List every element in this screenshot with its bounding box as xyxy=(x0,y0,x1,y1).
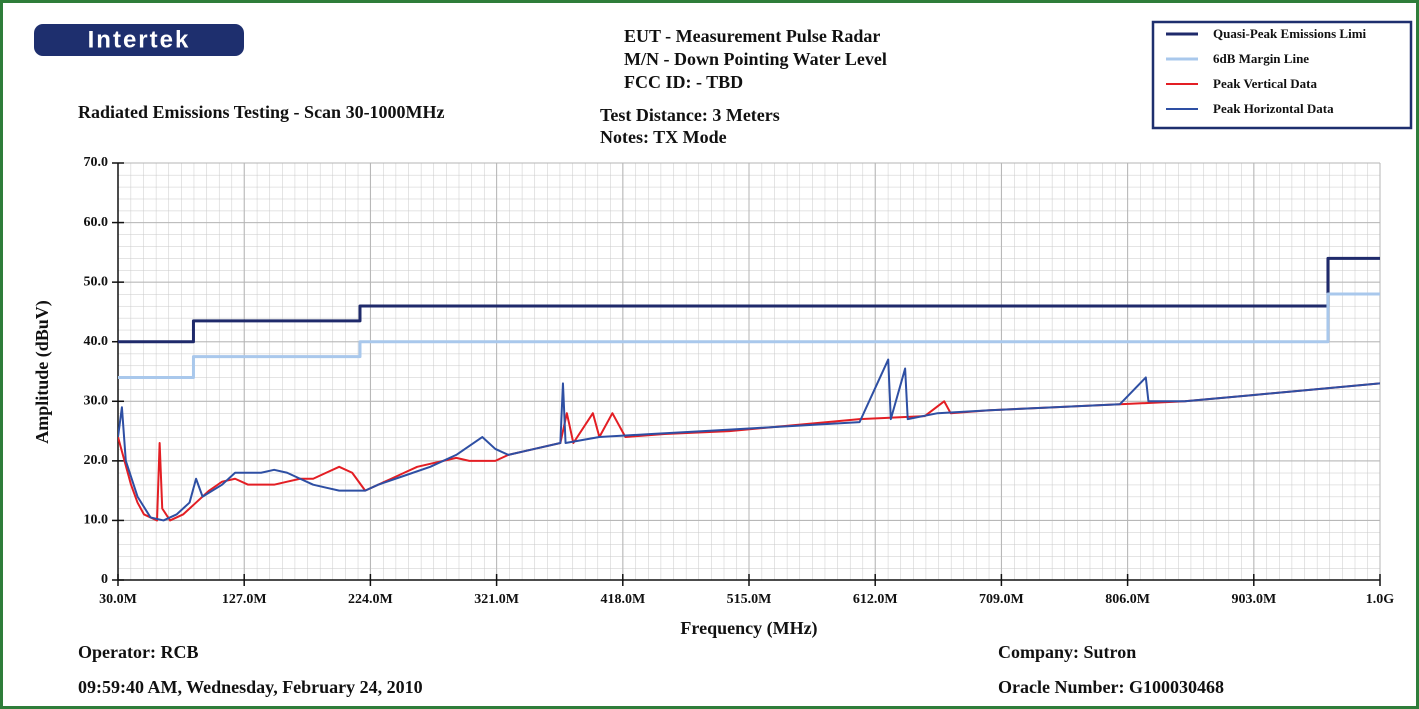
y-tick-label: 60.0 xyxy=(84,215,109,230)
x-axis-label: Frequency (MHz) xyxy=(680,618,817,639)
x-tick-label: 224.0M xyxy=(348,592,393,607)
x-tick-label: 612.0M xyxy=(853,592,898,607)
x-tick-label: 1.0G xyxy=(1366,592,1395,607)
header-line: FCC ID: - TBD xyxy=(624,72,743,92)
x-tick-label: 30.0M xyxy=(99,592,137,607)
y-tick-label: 30.0 xyxy=(84,394,109,409)
legend-box xyxy=(1151,20,1413,130)
note: Notes: TX Mode xyxy=(600,127,727,147)
y-tick-label: 40.0 xyxy=(84,334,109,349)
x-tick-label: 321.0M xyxy=(474,592,519,607)
x-tick-label: 903.0M xyxy=(1231,592,1276,607)
header-line: M/N - Down Pointing Water Level xyxy=(624,49,887,69)
header-line: EUT - Measurement Pulse Radar xyxy=(624,26,880,46)
y-tick-label: 20.0 xyxy=(84,453,109,468)
legend-label: 6dB Margin Line xyxy=(1213,51,1309,66)
legend-label: Quasi-Peak Emissions Limi xyxy=(1213,26,1367,41)
series-line xyxy=(118,292,1380,379)
x-tick-label: 127.0M xyxy=(222,592,267,607)
timestamp: 09:59:40 AM, Wednesday, February 24, 201… xyxy=(78,677,423,697)
legend-label: Peak Vertical Data xyxy=(1213,76,1317,91)
chart-title: Radiated Emissions Testing - Scan 30-100… xyxy=(78,102,445,122)
company: Company: Sutron xyxy=(998,642,1136,662)
operator: Operator: RCB xyxy=(78,642,198,662)
logo-box xyxy=(34,24,244,56)
y-tick-label: 70.0 xyxy=(84,155,109,170)
y-tick-label: 50.0 xyxy=(84,274,109,289)
series-line xyxy=(118,256,1380,344)
series-group xyxy=(118,256,1380,522)
y-tick-label: 0 xyxy=(101,572,108,587)
x-tick-label: 709.0M xyxy=(979,592,1024,607)
oracle-number: Oracle Number: G100030468 xyxy=(998,677,1224,697)
logo: Intertek xyxy=(88,26,191,53)
x-tick-label: 806.0M xyxy=(1105,592,1150,607)
x-tick-label: 418.0M xyxy=(600,592,645,607)
series-line xyxy=(118,358,1380,522)
y-tick-label: 10.0 xyxy=(84,513,109,528)
legend-label: Peak Horizontal Data xyxy=(1213,101,1334,116)
note: Test Distance: 3 Meters xyxy=(600,105,780,125)
y-axis-label: Amplitude (dBuV) xyxy=(32,300,53,444)
x-tick-label: 515.0M xyxy=(727,592,772,607)
